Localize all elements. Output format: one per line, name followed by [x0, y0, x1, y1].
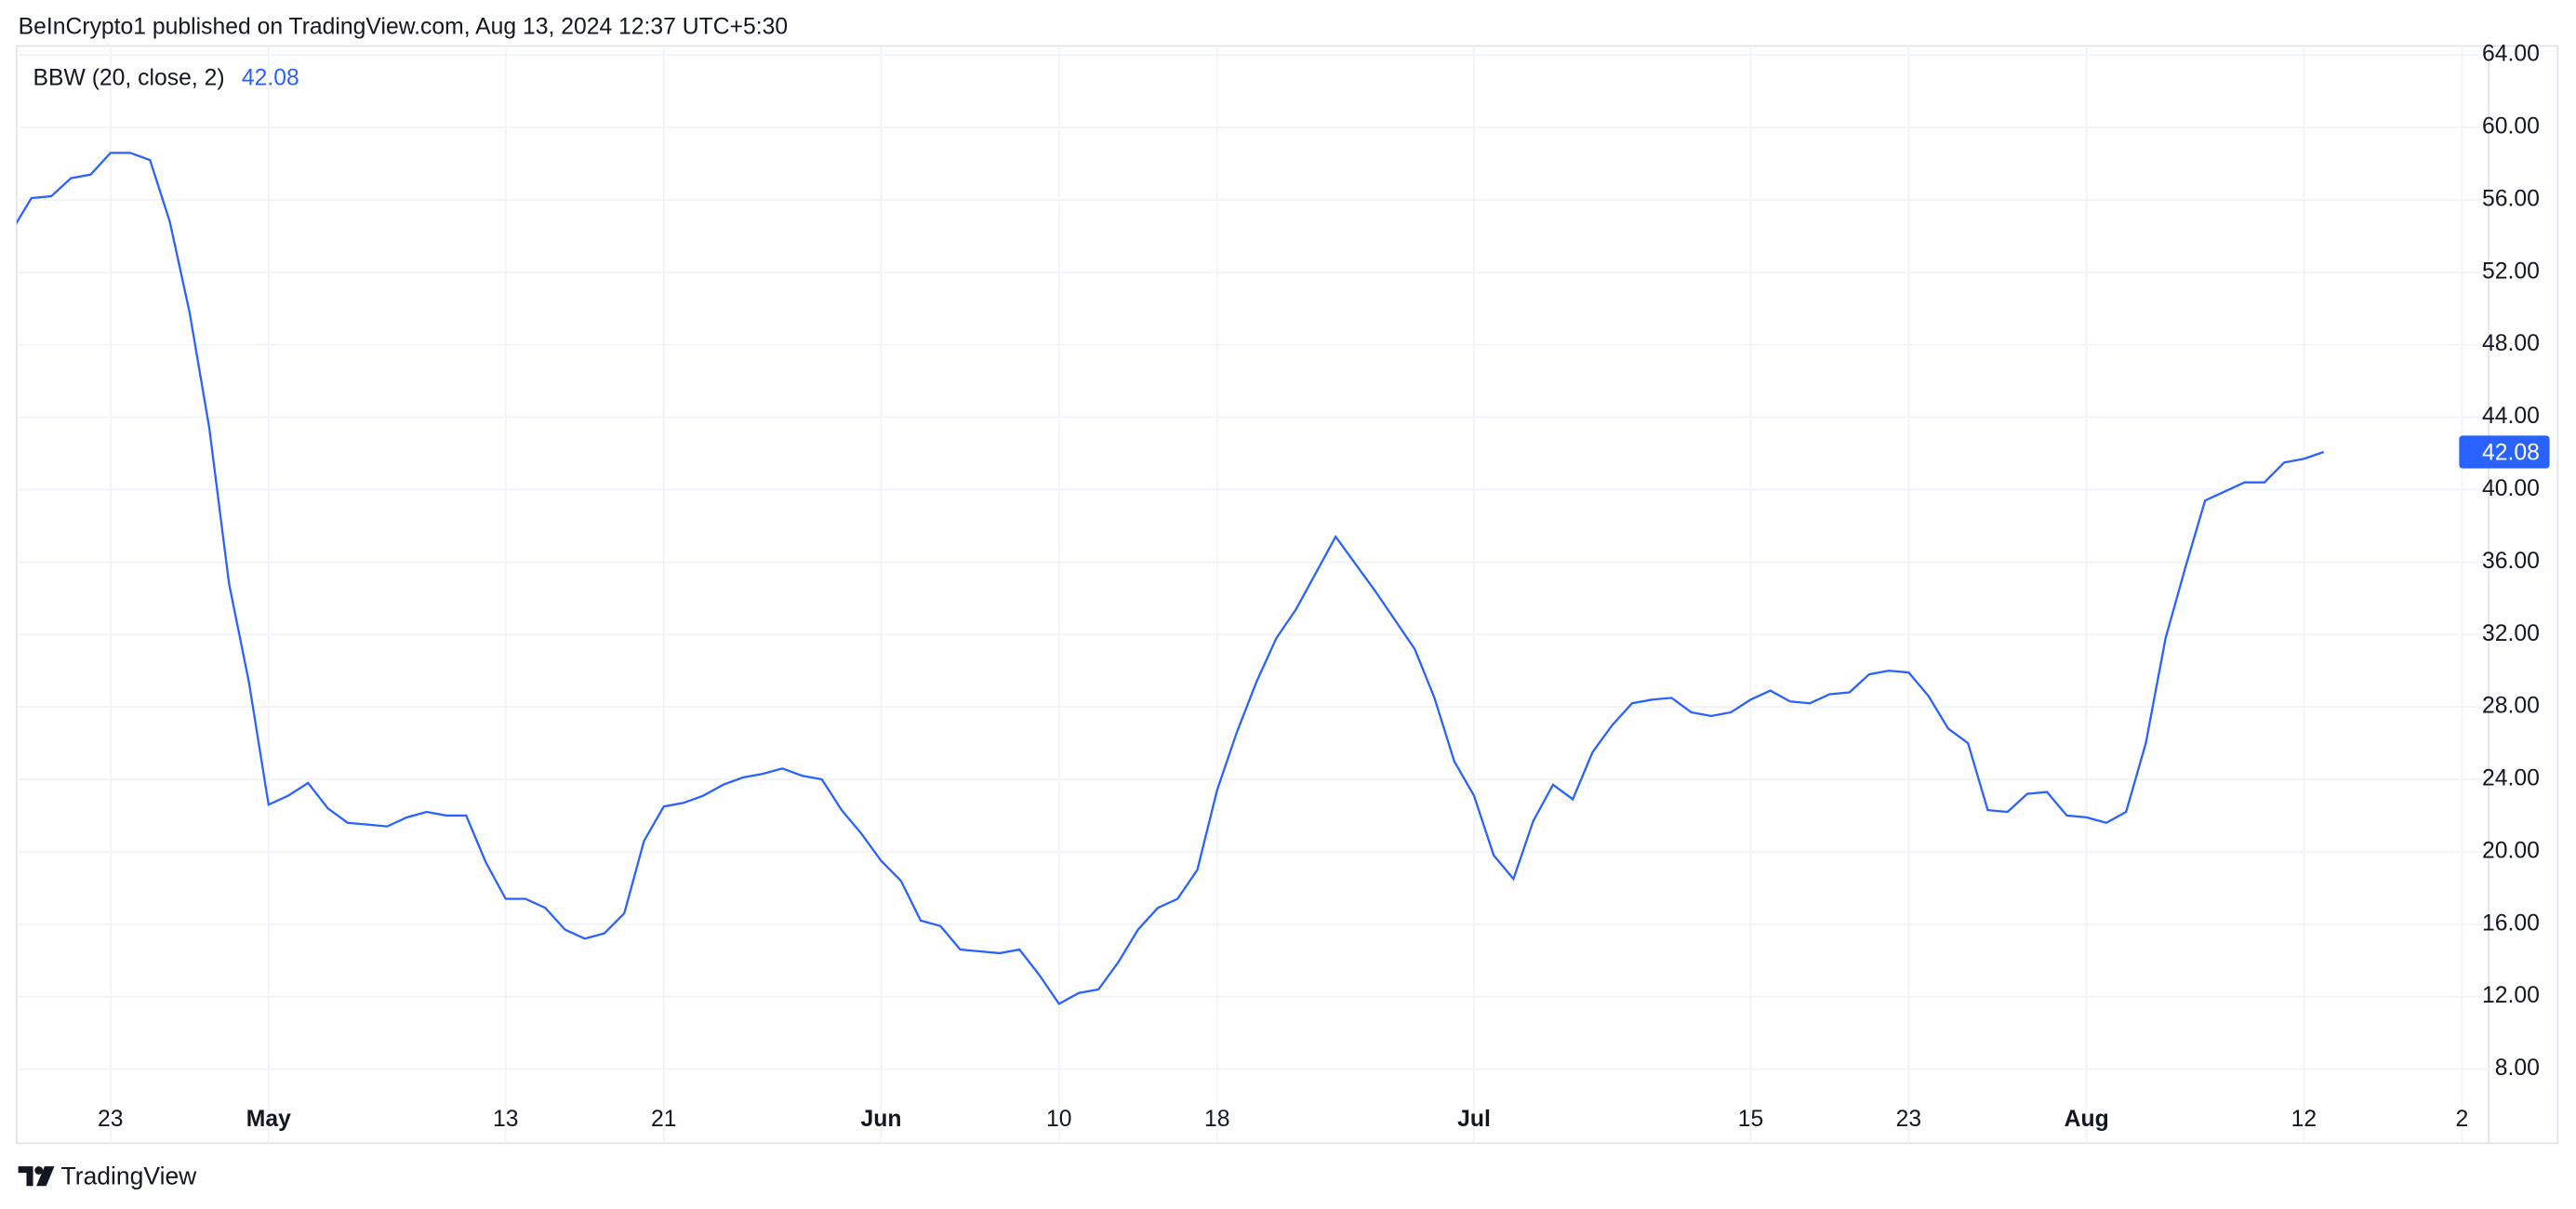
y-tick-label: 32.00 — [2482, 621, 2540, 646]
y-tick-label: 8.00 — [2495, 1056, 2540, 1081]
legend-value: 42.08 — [242, 65, 299, 90]
y-tick-label: 28.00 — [2482, 694, 2540, 719]
y-tick-label: 40.00 — [2482, 476, 2540, 501]
x-tick-label: 10 — [1046, 1107, 1072, 1132]
line-series — [16, 152, 2325, 1005]
grid — [16, 46, 2490, 1144]
y-tick-label: 16.00 — [2482, 910, 2540, 936]
x-tick-label: Aug — [2065, 1107, 2109, 1132]
y-tick-label: 64.00 — [2482, 42, 2540, 67]
y-tick-label: 52.00 — [2482, 259, 2540, 284]
x-tick-label: 15 — [1738, 1107, 1764, 1132]
tradingview-logo — [18, 1166, 55, 1187]
header: BeInCrypto1 published on TradingView.com… — [19, 15, 788, 40]
y-tick-label: 12.00 — [2482, 983, 2540, 1008]
footer-brand: TradingView — [61, 1162, 198, 1189]
y-tick-label: 44.00 — [2482, 404, 2540, 429]
y-tick-label: 48.00 — [2482, 331, 2540, 356]
x-tick-label: 12 — [2291, 1107, 2317, 1132]
chart-frame — [15, 45, 2559, 1145]
x-tick-label: 23 — [1896, 1107, 1921, 1132]
x-tick-label: 2 — [2456, 1107, 2469, 1132]
y-tick-label: 60.00 — [2482, 114, 2540, 140]
x-tick-label: 13 — [493, 1107, 519, 1132]
y-tick-label: 24.00 — [2482, 766, 2540, 791]
x-tick-label: May — [246, 1107, 291, 1132]
x-tick-label: 23 — [98, 1107, 123, 1132]
y-tick-label: 56.00 — [2482, 186, 2540, 211]
x-tick-label: 18 — [1204, 1107, 1230, 1132]
y-tick-label: 36.00 — [2482, 549, 2540, 574]
y-tick-label: 20.00 — [2482, 838, 2540, 863]
x-tick-label: Jun — [861, 1107, 902, 1132]
x-tick-label: 21 — [651, 1107, 677, 1132]
last-value-tag — [2459, 435, 2550, 469]
last-value-label: 42.08 — [2482, 440, 2540, 465]
legend-name: BBW (20, close, 2) — [33, 65, 225, 90]
x-tick-label: Jul — [1457, 1107, 1491, 1132]
